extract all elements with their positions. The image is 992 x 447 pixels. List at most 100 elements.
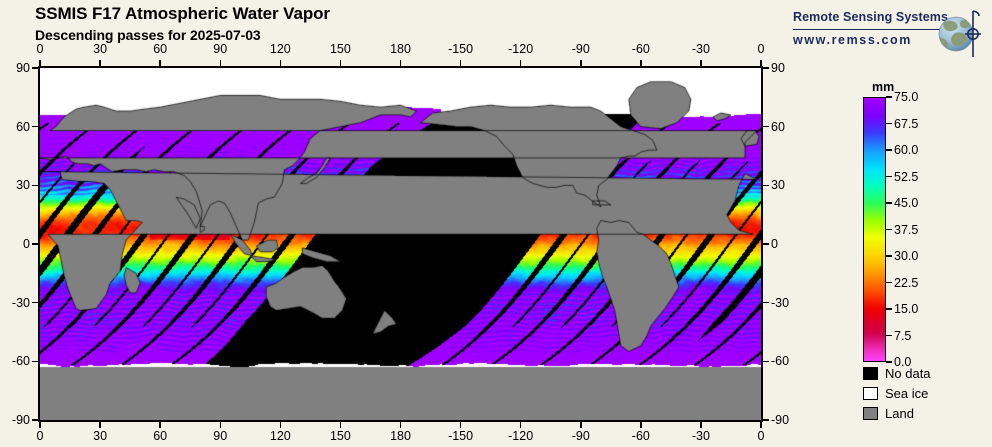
x-tick [760, 60, 762, 68]
x-tick-label: -60 [631, 42, 650, 56]
y-tick-label: 30 [16, 178, 30, 193]
colorbar-tick [886, 175, 892, 178]
globe-icon [938, 10, 981, 57]
x-tick [339, 60, 342, 68]
y-tick [761, 67, 769, 69]
y-tick [32, 184, 40, 187]
colorbar-tick [886, 361, 892, 363]
logo-line-2: www.remss.com [793, 33, 912, 47]
x-tick [459, 60, 462, 68]
y-tick [32, 67, 40, 69]
x-tick [39, 420, 41, 428]
x-tick-label: 0 [757, 42, 765, 56]
x-tick-label: 90 [213, 429, 228, 443]
x-tick [640, 60, 642, 68]
y-tick [32, 125, 40, 128]
x-tick-label: -150 [448, 429, 474, 443]
y-tick-label: 0 [23, 237, 30, 251]
colorbar-gradient[interactable] [863, 97, 886, 362]
y-tick-label: -60 [11, 354, 30, 369]
x-tick [39, 60, 41, 68]
x-tick-label: 30 [93, 42, 108, 56]
x-tick-label: 0 [757, 429, 765, 443]
x-tick [99, 420, 101, 428]
x-tick [339, 420, 342, 428]
x-tick [760, 420, 762, 428]
map-legend: No data Sea ice Land [863, 362, 983, 422]
colorbar-tick-label: 30.0 [894, 249, 919, 263]
x-tick-label: 150 [329, 429, 351, 443]
y-tick-label: -30 [771, 295, 790, 310]
colorbar-tick-label: 75.0 [894, 90, 919, 104]
x-tick [700, 420, 702, 428]
colorbar-tick [886, 228, 892, 231]
y-tick-label: -60 [771, 354, 790, 369]
colorbar-tick-label: 0.0 [894, 355, 912, 369]
colorbar-tick-label: 37.5 [894, 222, 919, 237]
colorbar-tick [886, 281, 892, 284]
legend-swatch [863, 367, 878, 380]
x-tick [700, 60, 702, 68]
x-tick-label: 60 [153, 42, 168, 56]
x-tick-label: 0 [36, 429, 44, 443]
y-tick [32, 360, 40, 363]
x-tick-label: -90 [571, 429, 590, 443]
colorbar-tick [886, 96, 892, 98]
y-tick-label: 90 [16, 61, 30, 75]
x-tick [279, 420, 282, 428]
map-plot-area[interactable] [38, 66, 763, 422]
y-tick-label: 60 [16, 119, 30, 134]
y-tick [761, 419, 769, 421]
legend-item-land: Land [863, 405, 983, 422]
colorbar-tick-label: 67.5 [894, 116, 919, 131]
y-tick [761, 301, 769, 304]
x-tick [580, 60, 582, 68]
y-tick [761, 184, 769, 187]
water-vapor-heatmap[interactable] [40, 68, 761, 420]
y-tick-label: -30 [11, 295, 30, 310]
x-tick [219, 420, 221, 428]
legend-swatch [863, 387, 878, 400]
x-tick [580, 420, 582, 428]
x-tick [279, 60, 282, 68]
colorbar-unit-label: mm [872, 80, 895, 94]
x-tick-label: 180 [390, 429, 411, 443]
y-tick [32, 243, 40, 245]
x-tick-label: 90 [213, 42, 228, 56]
x-tick-label: 150 [329, 42, 351, 56]
y-tick-label: 90 [771, 61, 785, 75]
x-tick-label: 120 [269, 42, 291, 56]
colorbar-tick [886, 334, 892, 337]
remss-logo[interactable]: Remote Sensing Systems www.remss.com [793, 8, 983, 60]
legend-item-no-data: No data [863, 365, 983, 382]
page-title: SSMIS F17 Atmospheric Water Vapor [35, 4, 330, 23]
colorbar-tick [886, 255, 892, 257]
legend-item-sea-ice: Sea ice [863, 385, 983, 402]
x-tick [519, 420, 522, 428]
x-tick [159, 420, 161, 428]
x-tick [399, 420, 402, 428]
legend-label: Land [885, 406, 914, 421]
y-tick [761, 243, 769, 245]
x-tick [219, 60, 221, 68]
x-tick [399, 60, 402, 68]
logo-line-1: Remote Sensing Systems [793, 10, 949, 24]
y-tick-label: 0 [771, 237, 778, 251]
x-tick-label: -150 [448, 42, 474, 56]
x-tick-label: -30 [691, 42, 710, 56]
x-tick [99, 60, 101, 68]
legend-swatch [863, 407, 878, 420]
colorbar-tick-label: 22.5 [894, 275, 919, 290]
y-tick-label: -90 [771, 413, 790, 427]
colorbar-tick-label: 60.0 [894, 143, 919, 157]
x-tick [159, 60, 161, 68]
x-tick-label: 0 [36, 42, 44, 56]
colorbar-tick-label: 52.5 [894, 169, 919, 184]
logo-divider [793, 29, 945, 30]
x-tick [519, 60, 522, 68]
y-tick [32, 301, 40, 304]
colorbar-tick-label: 45.0 [894, 196, 919, 210]
y-tick [32, 419, 40, 421]
x-tick-label: -120 [508, 42, 534, 56]
